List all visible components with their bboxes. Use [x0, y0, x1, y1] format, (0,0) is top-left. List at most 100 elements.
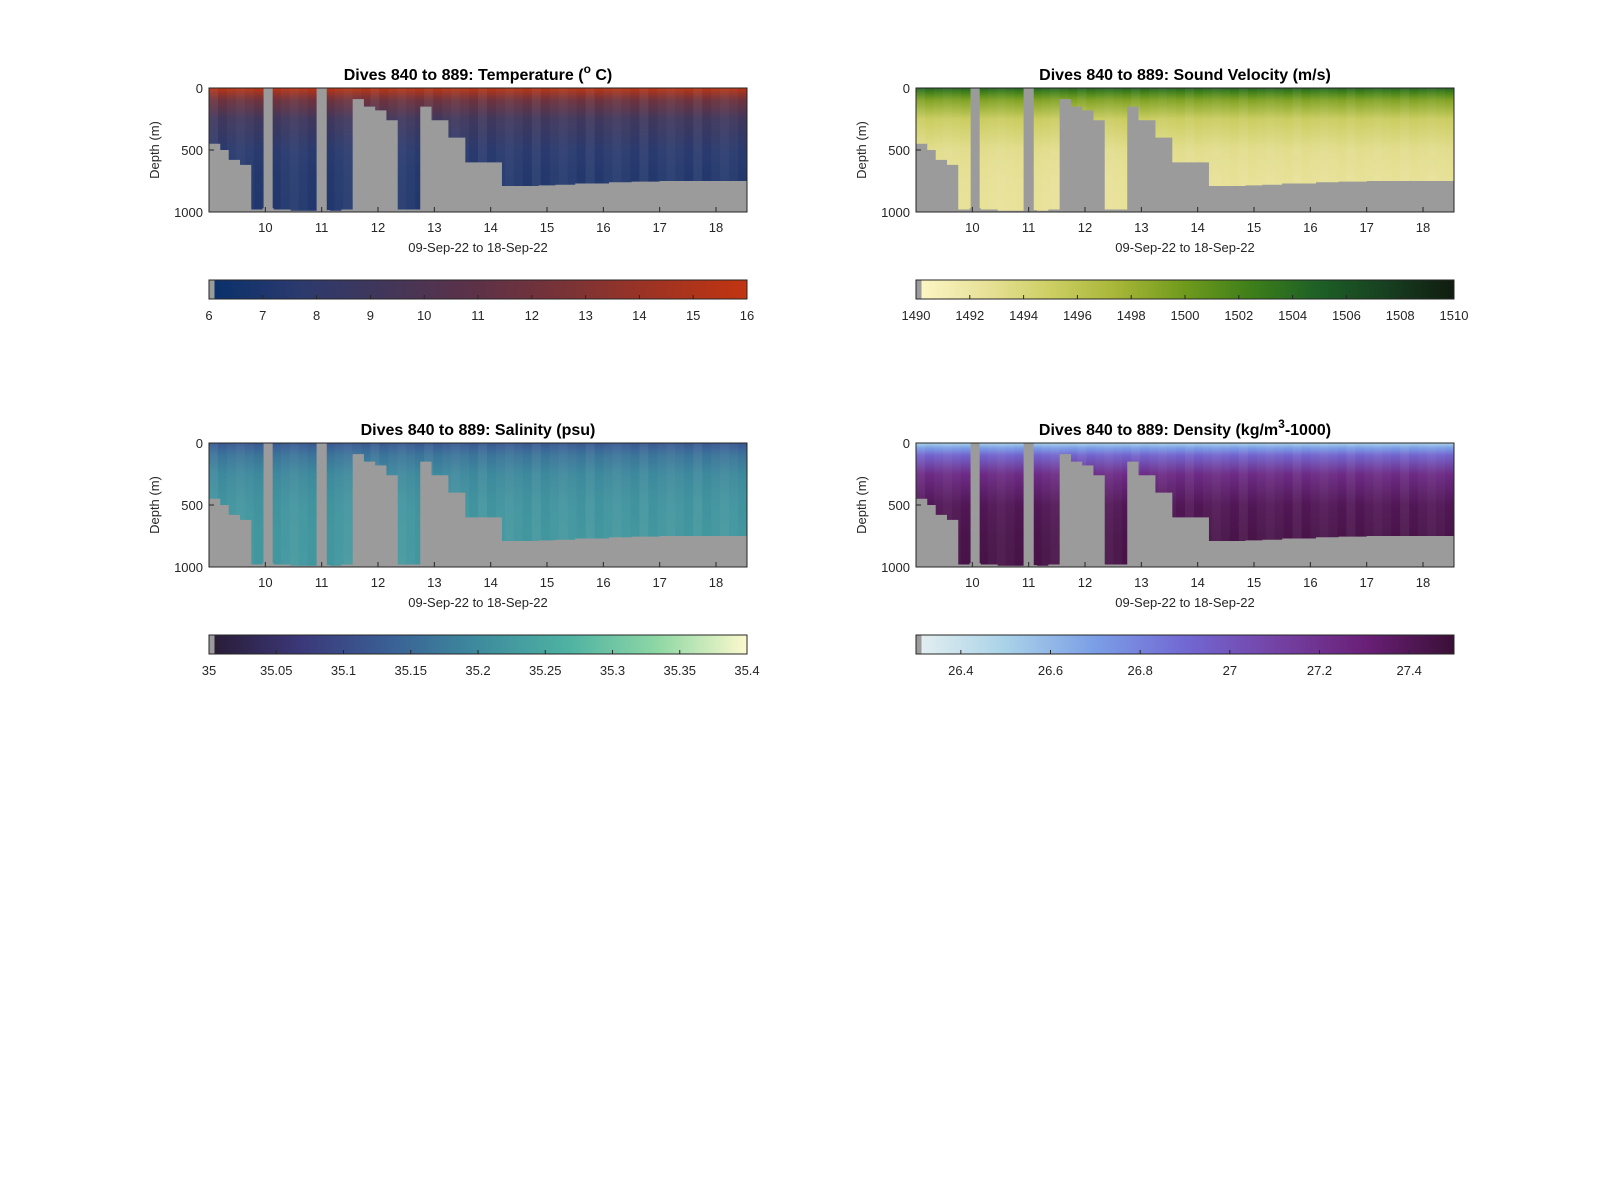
dive-streak: [1238, 443, 1248, 567]
dive-streak: [1265, 443, 1275, 567]
y-tick-label: 1000: [174, 205, 203, 220]
dive-streak: [1346, 443, 1356, 567]
dive-streak: [1104, 443, 1114, 567]
colorbar-tick-label: 35.25: [529, 663, 562, 678]
no-data-gap: [1023, 443, 1034, 567]
dive-streak: [289, 88, 299, 212]
y-tick-label: 1000: [174, 560, 203, 575]
y-tick-label: 500: [181, 498, 203, 513]
colorbar-tick-label: 7: [259, 308, 266, 323]
x-tick-label: 12: [371, 575, 385, 590]
dive-streak: [406, 443, 415, 567]
x-tick-label: 15: [540, 575, 554, 590]
colorbar-tick-label: 1506: [1332, 308, 1361, 323]
chart-title: Dives 840 to 889: Temperature (o C): [344, 62, 612, 84]
dive-streak: [1292, 443, 1302, 567]
colorbar-tick-label: 35.2: [465, 663, 490, 678]
colorbar-tick-label: 27: [1223, 663, 1237, 678]
dive-streak: [1042, 88, 1051, 212]
dive-streak: [343, 88, 353, 212]
y-axis-label: Depth (m): [854, 121, 869, 179]
dive-streak: [1113, 88, 1122, 212]
colorbar-tick-label: 27.4: [1397, 663, 1422, 678]
dive-streak: [1050, 443, 1060, 567]
chart-panel-2: 10 11 12 13 14 15 16 17 18 0 500 1000 09-Sep-22 to 1…: [854, 67, 1468, 323]
y-axis-label: Depth (m): [147, 121, 162, 179]
y-tick-label: 500: [181, 143, 203, 158]
colorbar-tick-label: 1502: [1224, 308, 1253, 323]
dive-streak: [1292, 88, 1302, 212]
dive-streak: [988, 443, 997, 567]
chart-title-end: -1000): [1285, 422, 1331, 439]
dive-streak: [1113, 443, 1122, 567]
dive-streak: [1427, 443, 1437, 567]
colorbar-tick-label: 1498: [1117, 308, 1146, 323]
x-tick-label: 13: [427, 220, 441, 235]
dive-streak: [639, 443, 649, 567]
x-tick-label: 10: [258, 575, 272, 590]
x-tick-label: 18: [709, 575, 723, 590]
y-tick-label: 0: [196, 436, 203, 451]
colorbar-tick-label: 1490: [902, 308, 931, 323]
dive-streak: [996, 88, 1006, 212]
dive-streak: [406, 88, 415, 212]
dive-streak: [942, 443, 952, 567]
y-tick-label: 500: [888, 143, 910, 158]
dive-streak: [1050, 88, 1060, 212]
colorbar: 1490 1492 1494 1496 1498 1500 1502 1504 1506 1508…: [902, 279, 1468, 323]
dive-streak: [720, 443, 730, 567]
x-axis-label: 09-Sep-22 to 18-Sep-22: [408, 240, 547, 255]
y-tick-label: 0: [903, 436, 910, 451]
colorbar-tick-label: 11: [471, 308, 485, 323]
x-tick-label: 11: [1022, 575, 1036, 590]
chart-title-superscript: o: [584, 62, 591, 76]
dive-streak: [1238, 88, 1248, 212]
dive-streak: [1319, 88, 1329, 212]
dive-streak: [1373, 88, 1383, 212]
dive-streak: [504, 443, 514, 567]
dive-streak: [1319, 443, 1329, 567]
x-tick-label: 14: [1190, 220, 1204, 235]
dive-streak: [693, 443, 703, 567]
dive-streak: [531, 88, 541, 212]
no-data-bottom-mask: [916, 99, 1454, 212]
chart-panel-3: 10 11 12 13 14 15 16 17 18 0 500 1000 09-Sep-22 to 1…: [147, 422, 760, 678]
dive-streak: [335, 88, 344, 212]
colorbar-tick-label: 35.1: [331, 663, 356, 678]
dive-streak: [639, 88, 649, 212]
y-axis-label: Depth (m): [147, 476, 162, 534]
no-data-gap: [316, 88, 327, 212]
colorbar-tick-label: 14: [632, 308, 646, 323]
x-tick-label: 12: [371, 220, 385, 235]
no-data-bottom-mask: [916, 454, 1454, 567]
no-data-gap: [316, 443, 327, 567]
dive-streak: [942, 88, 952, 212]
x-tick-label: 11: [315, 220, 329, 235]
chart-title-superscript: 3: [1278, 417, 1285, 431]
colorbar: 6 7 8 9 10 11 12 13 14 15 16: [205, 279, 754, 323]
x-tick-label: 14: [483, 220, 497, 235]
x-tick-label: 18: [1416, 220, 1430, 235]
x-tick-label: 13: [427, 575, 441, 590]
colorbar: 26.4 26.6 26.8 27 27.2 27.4: [915, 634, 1455, 678]
chart-title-main: Dives 840 to 889: Salinity (psu): [361, 422, 596, 439]
dive-streak: [1265, 88, 1275, 212]
x-tick-label: 14: [483, 575, 497, 590]
x-tick-label: 16: [596, 220, 610, 235]
x-axis-label: 09-Sep-22 to 18-Sep-22: [1115, 595, 1254, 610]
dive-streak: [397, 88, 407, 212]
dive-streak: [1006, 88, 1015, 212]
x-tick-label: 10: [965, 575, 979, 590]
x-tick-label: 18: [1416, 575, 1430, 590]
x-tick-label: 13: [1134, 575, 1148, 590]
colorbar-tick-label: 26.6: [1038, 663, 1063, 678]
colorbar-bar: [915, 634, 1455, 655]
colorbar-tick-label: 6: [205, 308, 212, 323]
colorbar-tick-label: 9: [367, 308, 374, 323]
x-axis-label: 09-Sep-22 to 18-Sep-22: [1115, 240, 1254, 255]
colorbar-tick-label: 1500: [1171, 308, 1200, 323]
dive-streak: [1185, 443, 1194, 567]
dive-streak: [1211, 88, 1221, 212]
no-data-gap: [970, 443, 980, 567]
x-tick-label: 15: [1247, 575, 1261, 590]
